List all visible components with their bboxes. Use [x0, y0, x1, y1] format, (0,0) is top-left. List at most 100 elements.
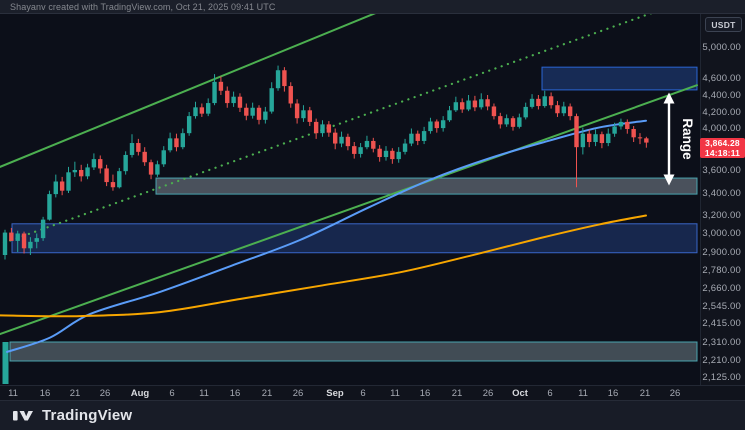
candle-body [612, 126, 617, 134]
candle-body [199, 107, 205, 114]
trendline-channel-mid-dotted[interactable] [2, 9, 663, 244]
candle-body [275, 70, 281, 89]
candle-body [85, 167, 90, 177]
candle-body [294, 103, 300, 119]
time-tick-label: 6 [360, 388, 366, 399]
candle-body [244, 107, 249, 116]
zone-demand-zone-blue[interactable] [11, 223, 698, 254]
price-tick-label: 2,125.00 [702, 371, 741, 383]
price-tick-label: 3,200.00 [702, 209, 741, 221]
time-tick-label: 16 [607, 388, 619, 399]
candle-body [567, 106, 573, 117]
candle-body [402, 143, 408, 152]
candle-body [637, 137, 643, 139]
price-axis[interactable]: USDT 5,000.00 4,600.00 4,400.00 4,200.00 4,0… [700, 14, 745, 385]
candle-body [517, 117, 522, 127]
zone-supply-zone-gray[interactable] [155, 177, 698, 195]
arrowhead-up-icon [663, 92, 675, 104]
candle-body [59, 181, 65, 191]
price-tick-label: 3,400.00 [702, 187, 741, 199]
trendline-support-trendline[interactable] [0, 84, 698, 336]
candle-body [180, 133, 185, 148]
price-tick-label: 2,210.00 [702, 354, 741, 366]
time-tick-month: Sep [326, 388, 344, 399]
currency-button[interactable]: USDT [705, 17, 742, 32]
candle-body [555, 105, 560, 114]
candle-body [136, 143, 141, 152]
tradingview-brand-text[interactable]: TradingView [42, 407, 133, 424]
candle-body [148, 162, 154, 175]
top-attribution-bar: Shayanv created with TradingView.com, Oc… [0, 0, 745, 14]
candle-body [580, 133, 586, 148]
candle-body [606, 133, 611, 144]
time-tick-month: Oct [512, 388, 528, 399]
candle-body [288, 86, 293, 104]
time-tick-label: 6 [547, 388, 553, 399]
candle-body [434, 121, 439, 129]
candle-body [593, 134, 598, 142]
candle-body [307, 110, 312, 122]
candle-body [256, 107, 262, 120]
candle-body [345, 136, 351, 147]
candle-body [218, 81, 224, 91]
time-tick-label: 26 [292, 388, 304, 399]
range-annotation[interactable]: Range [663, 92, 696, 186]
candle-body [421, 131, 427, 141]
price-tick-label: 2,660.00 [702, 282, 741, 294]
last-price-badge: 3,864.28 14:18:11 [700, 138, 745, 158]
price-tick-label: 2,545.00 [702, 300, 741, 312]
candle-body [72, 170, 78, 173]
candle-body [358, 147, 363, 154]
candle-body [237, 96, 243, 108]
time-tick-label: 26 [99, 388, 111, 399]
price-tick-label: 3,000.00 [702, 228, 741, 239]
candle-body [428, 121, 433, 132]
arrowhead-down-icon [663, 174, 675, 186]
candle-body [167, 138, 173, 151]
candle-body [396, 151, 401, 160]
candle-body [142, 151, 147, 163]
candle-body [326, 124, 332, 133]
zone-support-zone-bottom[interactable] [9, 341, 698, 362]
zone-resistance-box[interactable] [541, 66, 698, 91]
time-tick-label: 21 [69, 388, 81, 399]
candle-body [415, 133, 420, 141]
price-tick-label: 5,000.00 [702, 41, 741, 53]
candle-body [174, 138, 179, 148]
attribution-text: Shayanv created with TradingView.com, Oc… [10, 1, 276, 12]
candles [2, 65, 649, 260]
candle-body [263, 111, 268, 120]
time-tick-label: 16 [229, 388, 241, 399]
time-tick-label: 11 [578, 388, 588, 399]
tradingview-logo-icon[interactable] [13, 407, 35, 424]
candle-body [313, 121, 319, 134]
candle-body [250, 107, 255, 116]
time-tick-label: 21 [639, 388, 651, 399]
candle-body [466, 100, 471, 110]
candle-body [320, 124, 325, 134]
trendline-channel-top[interactable] [0, 0, 410, 168]
candle-body [618, 121, 624, 127]
time-tick-label: 11 [390, 388, 400, 399]
candle-body [225, 90, 230, 104]
candle-body [460, 102, 465, 110]
time-axis[interactable]: 11 16 21 26 Aug 6 11 16 21 26 Sep 6 11 16 21 26 Oct 6 11 16… [0, 385, 745, 400]
candle-body [574, 116, 579, 148]
candle-body [498, 116, 503, 125]
candle-body [28, 241, 33, 249]
candle-body [47, 194, 52, 220]
price-tick-label: 2,780.00 [702, 264, 741, 276]
candle-body [409, 133, 414, 144]
candle-body [599, 134, 605, 144]
price-tick-label: 2,415.00 [702, 318, 741, 329]
candle-body [587, 133, 592, 142]
candle-body [269, 88, 274, 112]
ma-orange [0, 214, 647, 318]
candle-body [390, 150, 395, 160]
time-tick-label: 16 [419, 388, 431, 399]
price-tick-label: 2,900.00 [702, 246, 741, 258]
candle-body [510, 118, 516, 127]
candle-body [161, 150, 166, 165]
candle-body [155, 164, 160, 175]
